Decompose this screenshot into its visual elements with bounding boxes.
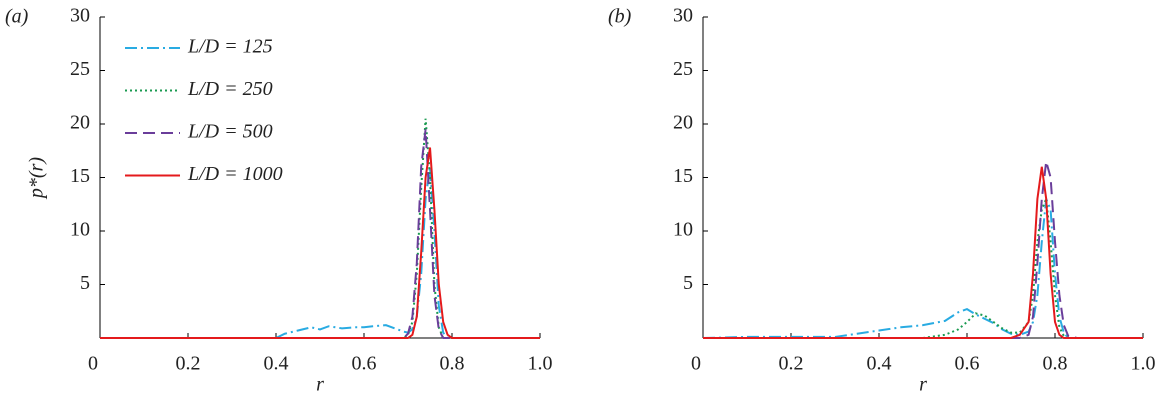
series-line xyxy=(703,166,1143,339)
legend-label: L/D = 125 xyxy=(187,36,273,58)
series-line xyxy=(100,166,540,339)
x-tick-label: 1.0 xyxy=(528,353,553,375)
y-axis-label: p*(r) xyxy=(26,157,48,200)
panel-label: (a) xyxy=(5,6,29,28)
x-tick-label: 0.6 xyxy=(352,353,377,375)
legend-label: L/D = 250 xyxy=(187,78,273,100)
y-tick-label: 5 xyxy=(80,272,90,294)
y-tick-label: 30 xyxy=(70,5,90,27)
x-tick-label: 0.4 xyxy=(264,353,289,375)
legend-label: L/D = 1000 xyxy=(187,163,283,185)
series-line xyxy=(703,198,1143,339)
y-tick-label: 25 xyxy=(673,58,693,80)
x-tick-label: 1.0 xyxy=(1131,353,1156,375)
series-line xyxy=(703,161,1143,339)
y-tick-label: 10 xyxy=(70,219,90,241)
y-tick-label: 15 xyxy=(70,165,90,187)
y-tick-label: 20 xyxy=(70,112,90,134)
x-tick-label: 0 xyxy=(88,353,98,375)
y-tick-label: 30 xyxy=(673,5,693,27)
x-tick-label: 0.6 xyxy=(955,353,980,375)
legend-label: L/D = 500 xyxy=(187,121,273,143)
y-tick-label: 10 xyxy=(673,219,693,241)
y-tick-label: 20 xyxy=(673,112,693,134)
panel-label: (b) xyxy=(608,6,632,28)
x-tick-label: 0.2 xyxy=(779,353,804,375)
x-tick-label: 0.4 xyxy=(867,353,892,375)
x-tick-label: 0.8 xyxy=(1043,353,1068,375)
y-tick-label: 5 xyxy=(683,272,693,294)
x-tick-label: 0.8 xyxy=(440,353,465,375)
series-line xyxy=(100,147,540,339)
y-tick-label: 25 xyxy=(70,58,90,80)
x-tick-label: 0 xyxy=(691,353,701,375)
x-axis-label: r xyxy=(316,374,324,396)
y-tick-label: 15 xyxy=(673,165,693,187)
series-line xyxy=(100,118,540,339)
series-line xyxy=(100,129,540,339)
series-line xyxy=(702,198,1143,339)
x-tick-label: 0.2 xyxy=(176,353,201,375)
x-axis-label: r xyxy=(919,374,927,396)
